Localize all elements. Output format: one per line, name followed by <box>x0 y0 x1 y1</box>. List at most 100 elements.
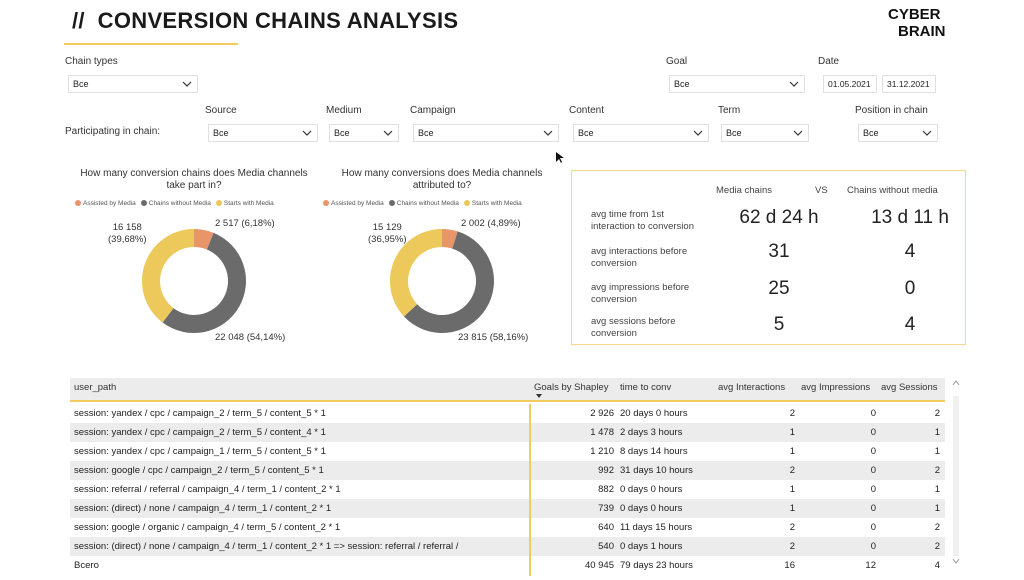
cell-impressions: 0 <box>870 465 876 476</box>
chart2-donut <box>390 229 494 333</box>
cell-path: session: google / cpc / campaign_2 / ter… <box>74 465 324 476</box>
slice-assisted[interactable] <box>194 229 214 250</box>
campaign-value: Все <box>418 128 434 138</box>
term-value: Все <box>726 128 742 138</box>
legend-starts: Starts with Media <box>463 200 522 207</box>
chevron-down-icon <box>693 130 703 136</box>
cell-interactions: 2 <box>789 541 795 552</box>
title-prefix: // <box>72 8 85 33</box>
legend-assisted: Assisted by Media <box>75 200 136 207</box>
cell-time: 8 days 14 hours <box>620 446 688 457</box>
position-dropdown[interactable]: Все <box>858 124 938 142</box>
kpi-label-time: avg time from 1st interaction to conversi… <box>591 209 694 232</box>
goal-dropdown[interactable]: Все <box>669 75 805 93</box>
table-row[interactable]: session: (direct) / none / campaign_4 / … <box>70 537 945 556</box>
slice-without[interactable] <box>403 231 494 333</box>
cell-interactions: 1 <box>789 427 795 438</box>
table-total-row: Всего 40 945 79 days 23 hours 16 12 4 <box>70 556 945 575</box>
table-row[interactable]: session: yandex / cpc / campaign_2 / ter… <box>70 423 945 442</box>
cell-path: session: (direct) / none / campaign_4 / … <box>74 541 459 552</box>
cell-goals: 882 <box>598 484 614 495</box>
slice-starts[interactable] <box>390 229 442 317</box>
cell-time: 31 days 10 hours <box>620 465 693 476</box>
cell-sessions: 1 <box>934 427 940 438</box>
logo-line2: BRAIN <box>898 23 946 40</box>
scroll-up-icon[interactable] <box>952 380 960 386</box>
scroll-down-icon[interactable] <box>952 558 960 564</box>
chart1-label-starts: 16 158 (39,68%) <box>108 222 147 245</box>
col-avg-sessions[interactable]: avg Sessions <box>881 382 938 393</box>
content-dropdown[interactable]: Все <box>573 124 709 142</box>
kpi-label-impressions: avg impressions before conversion <box>591 282 690 305</box>
cell-impressions: 0 <box>870 503 876 514</box>
table-row[interactable]: session: yandex / cpc / campaign_2 / ter… <box>70 404 945 423</box>
chart1-label-assisted: 2 517 (6,18%) <box>215 218 275 229</box>
cell-sessions: 2 <box>934 465 940 476</box>
slice-starts[interactable] <box>142 229 194 323</box>
chart2-label-assisted: 2 002 (4,89%) <box>461 218 521 229</box>
col-user-path[interactable]: user_path <box>74 382 117 393</box>
date-from-input[interactable]: 01.05.2021 <box>823 75 877 93</box>
cell-impressions: 0 <box>870 522 876 533</box>
chart2-legend: Assisted by Media Chains without Media S… <box>323 200 522 207</box>
col-goals-by-shapley[interactable]: Goals by Shapley <box>534 382 609 393</box>
position-value: Все <box>863 128 879 138</box>
medium-label: Medium <box>326 105 362 116</box>
col-avg-interactions[interactable]: avg Interactions <box>718 382 786 393</box>
kpi-label-interactions: avg interactions before conversion <box>591 246 688 269</box>
cell-path: session: yandex / cpc / campaign_1 / ter… <box>74 446 326 457</box>
column-divider <box>529 404 531 576</box>
date-to-input[interactable]: 31.12.2021 <box>882 75 936 93</box>
medium-dropdown[interactable]: Все <box>329 124 399 142</box>
content-label: Content <box>569 105 605 116</box>
chart1-title: How many conversion chains does Media ch… <box>66 168 322 192</box>
source-dropdown[interactable]: Все <box>208 124 318 142</box>
scrollbar-thumb[interactable] <box>953 396 959 556</box>
title-underline <box>64 43 238 45</box>
cell-path: session: referral / referral / campaign_… <box>74 484 341 495</box>
term-dropdown[interactable]: Все <box>721 124 809 142</box>
cell-time: 2 days 3 hours <box>620 427 683 438</box>
cell-interactions: 1 <box>789 446 795 457</box>
legend-without: Chains without Media <box>388 200 459 207</box>
table-row[interactable]: session: (direct) / none / campaign_4 / … <box>70 499 945 518</box>
cell-sessions: 1 <box>934 484 940 495</box>
table-scrollbar[interactable] <box>951 378 961 568</box>
table-row[interactable]: session: referral / referral / campaign_… <box>70 480 945 499</box>
chain-types-value: Все <box>73 79 89 89</box>
kpi-label-sessions: avg sessions before conversion <box>591 316 676 339</box>
total-time: 79 days 23 hours <box>620 560 693 571</box>
cell-sessions: 2 <box>934 541 940 552</box>
slice-without[interactable] <box>162 232 246 333</box>
sort-desc-icon[interactable] <box>536 394 542 398</box>
title-text: CONVERSION CHAINS ANALYSIS <box>97 8 459 33</box>
kpi-card: Media chains VS Chains without media avg… <box>571 170 966 345</box>
chain-types-label: Chain types <box>65 56 118 67</box>
kpi-vs: VS <box>815 185 828 196</box>
content-value: Все <box>578 128 594 138</box>
term-label: Term <box>718 105 741 116</box>
cell-path: session: google / organic / campaign_4 /… <box>74 522 341 533</box>
legend-starts: Starts with Media <box>215 200 274 207</box>
cell-interactions: 2 <box>789 408 795 419</box>
table-row[interactable]: session: yandex / cpc / campaign_1 / ter… <box>70 442 945 461</box>
kpi-without-sessions: 4 <box>904 314 916 335</box>
cell-path: session: (direct) / none / campaign_4 / … <box>74 503 332 514</box>
table-header: user_path Goals by Shapley time to conv … <box>70 378 945 402</box>
table-row[interactable]: session: google / organic / campaign_4 /… <box>70 518 945 537</box>
table-row[interactable]: session: google / cpc / campaign_2 / ter… <box>70 461 945 480</box>
col-time-to-conv[interactable]: time to conv <box>620 382 672 393</box>
cell-impressions: 0 <box>870 541 876 552</box>
col-avg-impressions[interactable]: avg Impressions <box>801 382 871 393</box>
total-sessions: 4 <box>934 560 940 571</box>
slice-assisted[interactable] <box>442 229 458 249</box>
position-label: Position in chain <box>855 105 928 116</box>
logo-line1: CYBER <box>888 6 941 23</box>
kpi-col-without: Chains without media <box>847 185 938 196</box>
cell-goals: 540 <box>598 541 614 552</box>
chain-types-dropdown[interactable]: Все <box>68 75 198 93</box>
campaign-dropdown[interactable]: Все <box>413 124 559 142</box>
chevron-down-icon <box>302 130 312 136</box>
chart1-label-without: 22 048 (54,14%) <box>215 332 286 343</box>
kpi-media-interactions: 31 <box>768 241 790 262</box>
